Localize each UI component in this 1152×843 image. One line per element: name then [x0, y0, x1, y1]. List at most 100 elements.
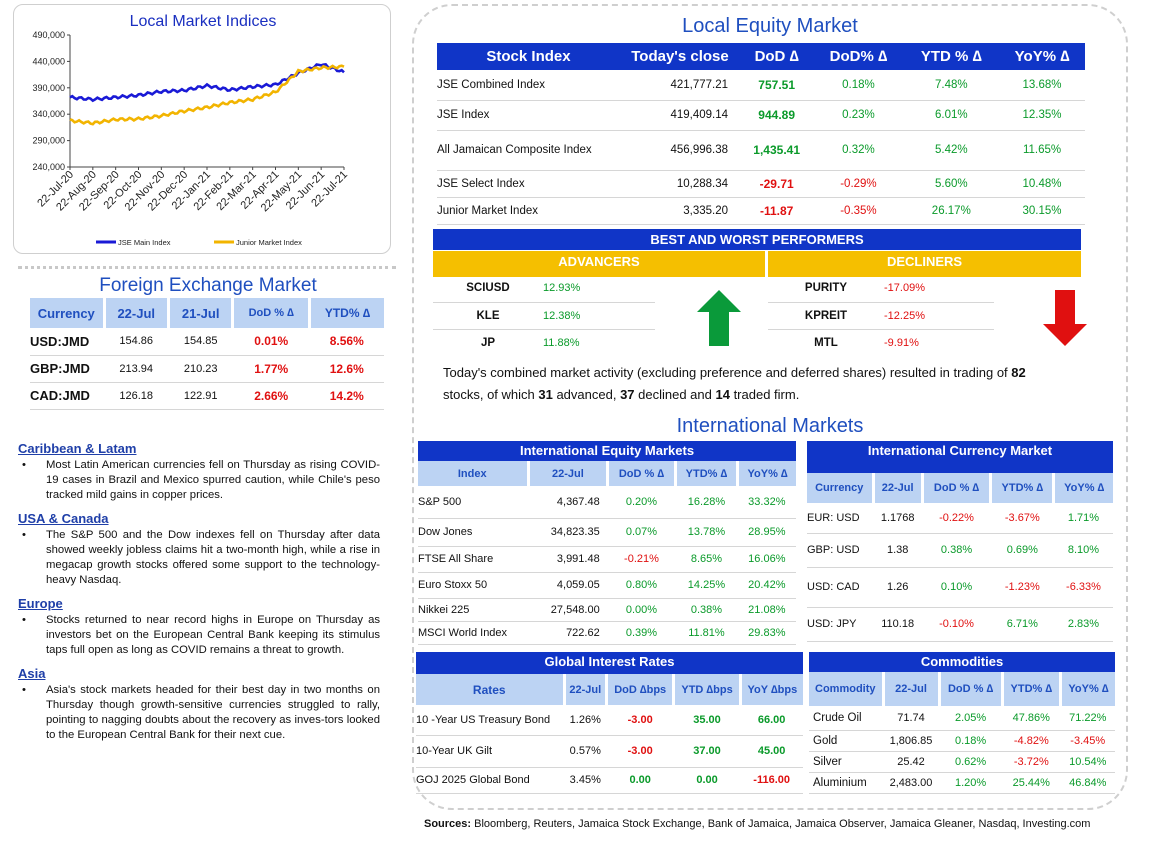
legend-label: JSE Main Index: [118, 238, 171, 247]
ieq-index: Nikkei 225: [418, 598, 528, 622]
icur-header: Currency: [807, 473, 875, 503]
ieq-yoy: 33.32%: [737, 486, 796, 519]
index-dod: 757.51: [740, 70, 814, 101]
decliners-list: PURITY -17.09% KPREIT -12.25% MTL -9.91%: [768, 275, 994, 356]
list-item: KLE 12.38%: [433, 302, 655, 330]
index-ytd: 26.17%: [903, 197, 1000, 225]
icur-ytd: -3.67%: [990, 503, 1054, 534]
equity-header: YTD % ∆: [920, 48, 982, 65]
index-name: JSE Combined Index: [437, 70, 620, 101]
chart-title: Local Market Indices: [129, 13, 277, 30]
ieq-ytd: 13.78%: [675, 518, 738, 547]
fx-currency: CAD:JMD: [30, 382, 104, 410]
fx-change: 1.77%: [232, 355, 310, 383]
commodity-value: 2,483.00: [883, 772, 940, 794]
ieq-header: YoY% ∆: [747, 467, 788, 480]
commodity-dod: 0.18%: [939, 730, 1003, 752]
table-row: Dow Jones 34,823.35 0.07% 13.78% 28.95%: [418, 518, 796, 547]
fx-change: 12.6%: [309, 355, 384, 383]
advancer-change: 11.88%: [543, 336, 580, 349]
down-arrow-icon: [1043, 290, 1087, 346]
ieq-title: International Equity Markets: [418, 441, 796, 461]
ieq-index: Dow Jones: [418, 518, 528, 547]
fx-change: 0.01%: [232, 328, 310, 356]
rate-value: 0.57%: [564, 735, 607, 768]
index-close: 419,409.14: [620, 100, 740, 131]
commodity-ytd: -4.82%: [1002, 730, 1061, 752]
index-ytd: 5.60%: [903, 170, 1000, 198]
rate-ytd: 0.00: [673, 767, 741, 794]
table-row: JSE Combined Index 421,777.21 757.51 0.18% 7…: [437, 70, 1085, 101]
icur-dod: 0.38%: [922, 533, 991, 568]
icur-value: 1.38: [873, 533, 923, 568]
ieq-index: S&P 500: [418, 486, 528, 519]
rate-name: 10-Year UK Gilt: [416, 735, 564, 768]
decliners-header: DECLINERS: [768, 251, 1081, 277]
equity-header: DoD% ∆: [829, 48, 888, 65]
news-heading: USA & Canada: [18, 511, 109, 526]
list-item: SCIUSD 12.93%: [433, 275, 655, 303]
equity-header: Stock Index: [486, 48, 571, 65]
icur-dod: -0.22%: [922, 503, 991, 534]
fx-table: Currency 22-Jul 21-Jul DoD % ∆ YTD% ∆ US…: [30, 298, 384, 410]
decliner-change: -9.91%: [884, 336, 919, 349]
table-row: Crude Oil 71.74 2.05% 47.86% 71.22%: [809, 706, 1115, 731]
summary-count: 31: [538, 387, 553, 402]
ieq-value: 34,823.35: [528, 518, 608, 547]
index-name: All Jamaican Composite Index: [437, 130, 620, 171]
comm-title: Commodities: [809, 652, 1115, 672]
index-dod: 1,435.41: [740, 130, 814, 171]
ieq-dod: 0.20%: [607, 486, 676, 519]
list-item: JP 11.88%: [433, 329, 655, 356]
decliner-symbol: KPREIT: [768, 302, 884, 330]
advancer-symbol: SCIUSD: [433, 275, 543, 303]
commodity-dod: 2.05%: [939, 706, 1003, 731]
ieq-table: Index 22-Jul DoD % ∆ YTD% ∆ YoY% ∆ S&P 5…: [418, 461, 796, 645]
icur-yoy: 1.71%: [1053, 503, 1113, 534]
comm-header: 22-Jul: [883, 672, 941, 706]
commodity-ytd: -3.72%: [1002, 751, 1061, 773]
icur-pair: GBP: USD: [807, 533, 873, 568]
commodity-value: 1,806.85: [883, 730, 940, 752]
commodity-value: 71.74: [883, 706, 940, 731]
icur-header: YoY% ∆: [1064, 482, 1105, 494]
rate-yoy: -116.00: [740, 767, 803, 794]
table-row: Junior Market Index 3,335.20 -11.87 -0.35% 2…: [437, 197, 1085, 225]
performers-title: BEST AND WORST PERFORMERS: [433, 229, 1081, 250]
summary-text: traded firm.: [729, 387, 800, 402]
commodity-ytd: 47.86%: [1002, 706, 1061, 731]
index-close: 421,777.21: [620, 70, 740, 101]
ieq-value: 3,991.48: [528, 546, 608, 573]
index-dod-pct: 0.32%: [813, 130, 904, 171]
icur-header: DoD % ∆: [922, 473, 993, 503]
rates-header: YoY ∆bps: [747, 683, 798, 696]
fx-change: 14.2%: [309, 382, 384, 410]
icur-table-wrap: International Currency Market Currency 2…: [807, 441, 1113, 642]
icur-ytd: 0.69%: [990, 533, 1054, 568]
index-dod-pct: -0.35%: [813, 197, 904, 225]
table-row: GBP:JMD 213.94 210.23 1.77% 12.6%: [30, 355, 384, 383]
list-item: MTL -9.91%: [768, 329, 994, 356]
rate-value: 1.26%: [564, 705, 607, 736]
icur-yoy: 2.83%: [1053, 607, 1113, 642]
table-row: USD: CAD 1.26 0.10% -1.23% -6.33%: [807, 567, 1113, 608]
fx-header: DoD % ∆: [232, 298, 312, 328]
comm-header: DoD % ∆: [939, 672, 1004, 706]
commodity-dod: 0.62%: [939, 751, 1003, 773]
table-row: GBP: USD 1.38 0.38% 0.69% 8.10%: [807, 533, 1113, 568]
ieq-dod: 0.80%: [607, 572, 676, 599]
icur-pair: EUR: USD: [807, 503, 873, 534]
icur-value: 1.1768: [873, 503, 923, 534]
table-row: S&P 500 4,367.48 0.20% 16.28% 33.32%: [418, 486, 796, 519]
comm-table-wrap: Commodities Commodity 22-Jul DoD % ∆ YTD…: [809, 652, 1115, 794]
comm-table: Commodity 22-Jul DoD % ∆ YTD% ∆ YoY% ∆ C…: [809, 672, 1115, 794]
ieq-dod: -0.21%: [607, 546, 676, 573]
equity-title: Local Equity Market: [682, 15, 858, 37]
ieq-value: 27,548.00: [528, 598, 608, 622]
fx-header: 21-Jul: [168, 298, 235, 328]
fx-header: YTD% ∆: [324, 306, 371, 320]
table-row: Gold 1,806.85 0.18% -4.82% -3.45%: [809, 730, 1115, 752]
icur-ytd: -1.23%: [990, 567, 1054, 608]
ieq-index: FTSE All Share: [418, 546, 528, 573]
news-panel: Caribbean & Latam Most Latin American cu…: [18, 441, 380, 751]
